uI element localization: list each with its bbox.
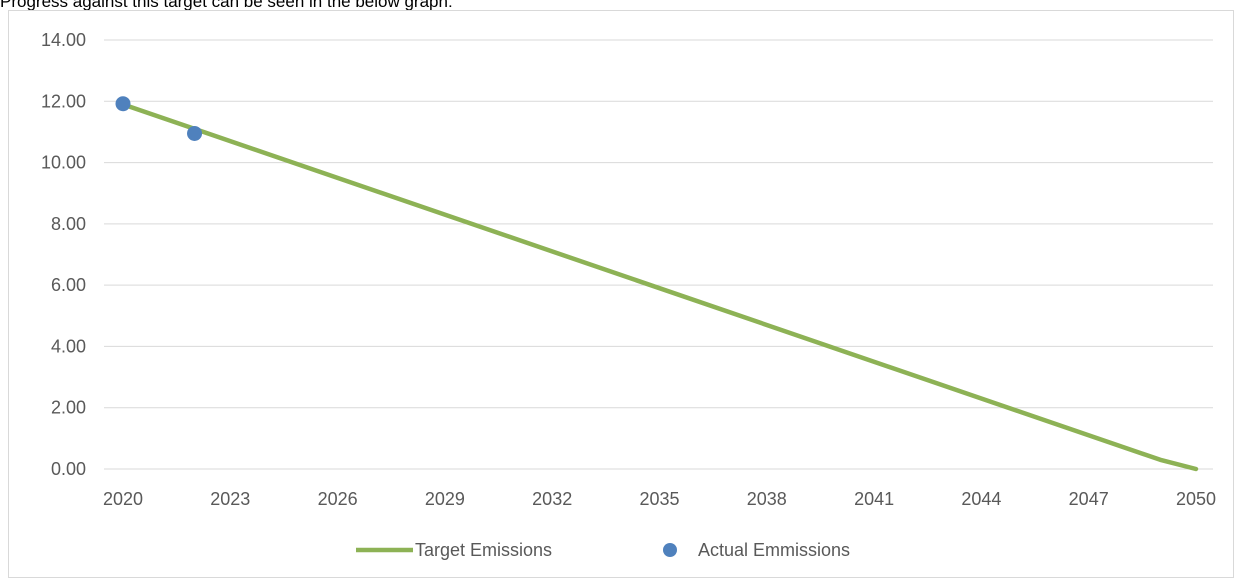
x-tick-label: 2023: [210, 489, 250, 509]
x-tick-label: 2041: [854, 489, 894, 509]
y-tick-label: 14.00: [41, 30, 86, 50]
actual-emissions-series: [115, 96, 203, 141]
chart-frame: [8, 10, 1234, 578]
x-tick-label: 2029: [425, 489, 465, 509]
y-tick-label: 4.00: [51, 336, 86, 356]
y-tick-label: 2.00: [51, 398, 86, 418]
target-emissions-line: [120, 102, 1199, 472]
actual-emissions-point: [187, 125, 203, 141]
chart-caption: Progress against this target can be seen…: [0, 0, 453, 11]
x-tick-label: 2038: [747, 489, 787, 509]
x-axis-tick-labels: 2020 2023 2026 2029 2032 2035 2038 2041 2044 2047…: [103, 489, 1216, 509]
y-tick-label: 12.00: [41, 91, 86, 111]
y-tick-label: 0.00: [51, 459, 86, 479]
x-tick-label: 2026: [318, 489, 358, 509]
x-tick-label: 2032: [532, 489, 572, 509]
actual-emissions-point: [115, 96, 131, 112]
x-tick-label: 2044: [961, 489, 1001, 509]
legend-actual-label: Actual Emmissions: [698, 540, 850, 560]
legend-target-label: Target Emissions: [415, 540, 552, 560]
y-tick-label: 6.00: [51, 275, 86, 295]
x-tick-label: 2050: [1176, 489, 1216, 509]
x-tick-label: 2047: [1069, 489, 1109, 509]
x-tick-label: 2035: [639, 489, 679, 509]
x-tick-label: 2020: [103, 489, 143, 509]
target-emissions-series: [120, 102, 1199, 472]
legend-actual-swatch: [663, 543, 677, 557]
gridlines: [104, 39, 1213, 470]
y-tick-label: 8.00: [51, 214, 86, 234]
legend: Target Emissions Actual Emmissions: [356, 540, 850, 560]
y-axis-tick-labels: 0.00 2.00 4.00 6.00 8.00 10.00 12.00 14.00: [41, 30, 86, 479]
y-tick-label: 10.00: [41, 153, 86, 173]
